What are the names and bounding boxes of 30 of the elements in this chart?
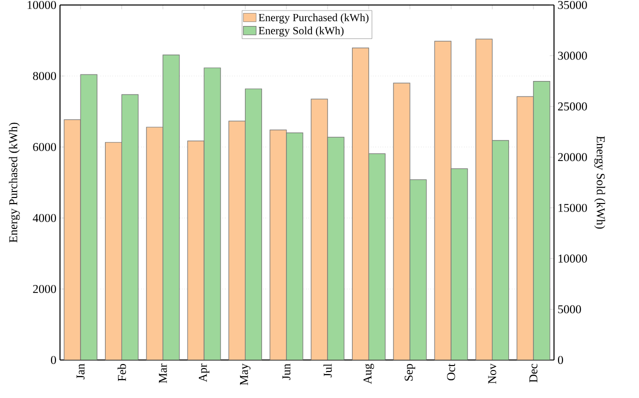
y-tick-label: 2000 bbox=[33, 284, 56, 294]
x-tick-label: Nov bbox=[488, 364, 496, 384]
x-tick-label: Aug bbox=[364, 364, 374, 384]
y2-tick-label: 25000 bbox=[558, 102, 587, 110]
x-tick-label: Jan bbox=[76, 364, 85, 380]
y2-tick-label: 5000 bbox=[558, 305, 581, 314]
y2-axis-title: Energy Sold (kWh) bbox=[594, 136, 606, 229]
legend-label: Energy Purchased (kWh) bbox=[258, 14, 368, 24]
y-tick-label: 10000 bbox=[28, 0, 56, 10]
y-tick-label: 8000 bbox=[33, 72, 56, 80]
x-tick-label: May bbox=[240, 364, 250, 386]
y2-tick-label: 10000 bbox=[558, 254, 587, 263]
x-tick-label: Apr bbox=[198, 364, 210, 382]
x-tick-label: Sep bbox=[404, 364, 416, 381]
x-tick-label: Dec bbox=[529, 364, 538, 382]
y-tick-label: 4000 bbox=[32, 214, 56, 222]
y-tick-label: 6000 bbox=[33, 142, 56, 152]
y2-tick-label: 0 bbox=[558, 356, 564, 364]
legend-label: Energy Sold (kWh) bbox=[258, 26, 344, 37]
x-tick-label: Feb bbox=[118, 364, 126, 382]
y2-tick-label: 35000 bbox=[558, 0, 587, 10]
y2-tick-label: 20000 bbox=[558, 153, 587, 162]
y-tick-label: 0 bbox=[50, 356, 56, 364]
x-tick-label: Jun bbox=[282, 364, 290, 380]
x-tick-label: Mar bbox=[158, 364, 167, 384]
x-tick-label: Oct bbox=[447, 364, 456, 380]
y2-tick-label: 15000 bbox=[558, 204, 587, 212]
y2-tick-label: 30000 bbox=[558, 52, 587, 60]
x-tick-label: Jul bbox=[323, 364, 332, 378]
y-axis-title: Energy Purchased (kWh) bbox=[8, 122, 20, 242]
